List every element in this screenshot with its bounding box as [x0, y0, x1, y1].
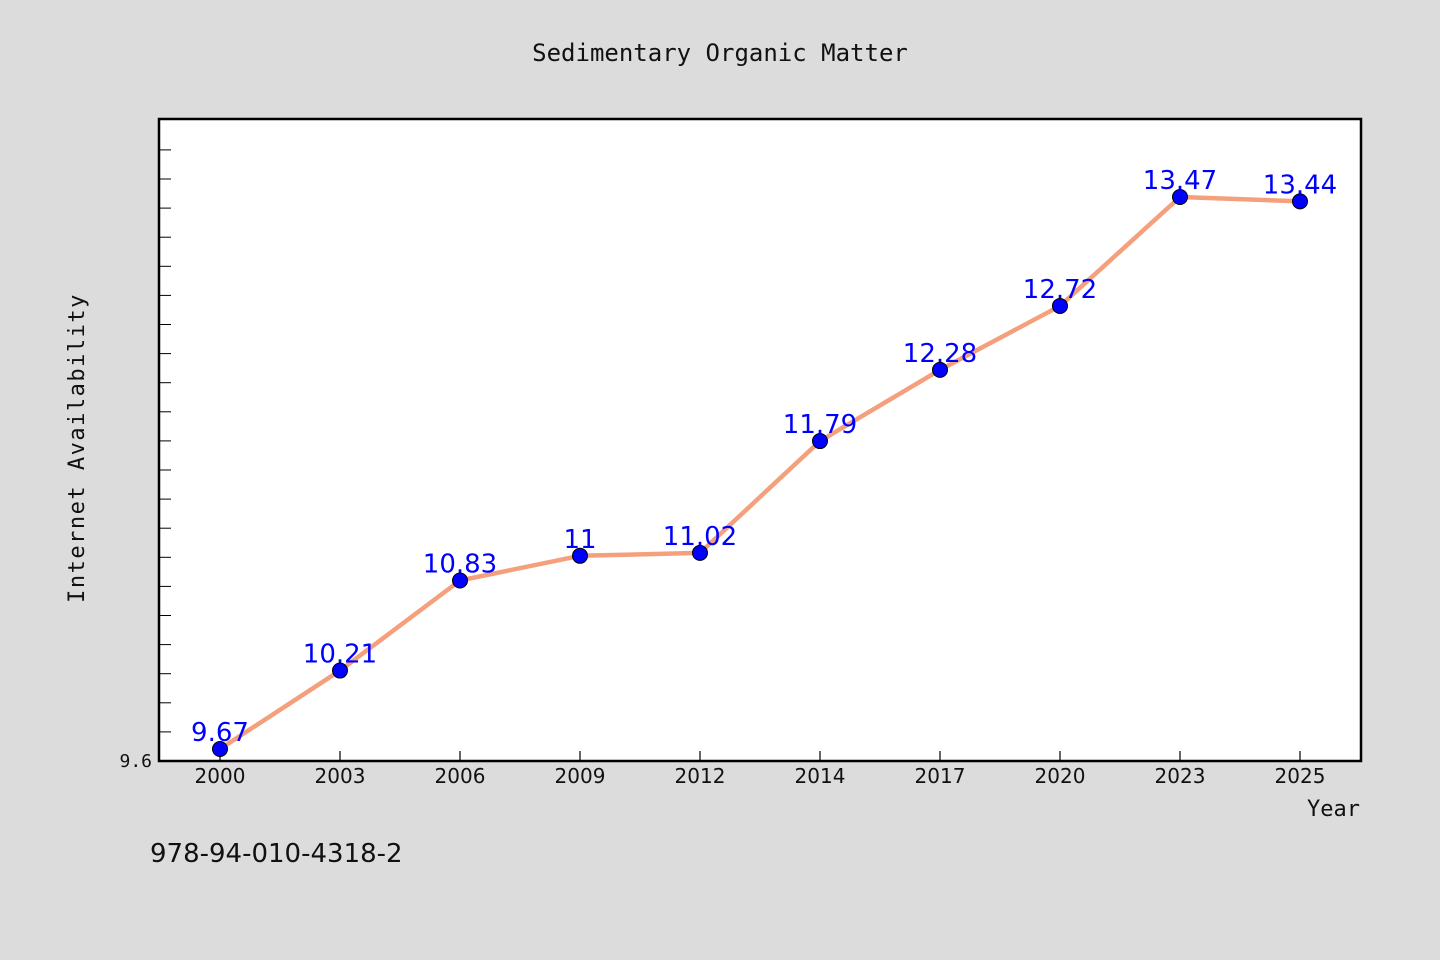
data-point-2012 [692, 544, 708, 561]
isbn-text: 978-94-010-4318-2 [150, 839, 403, 869]
data-label-2023: 13.47 [1143, 166, 1217, 196]
x-axis-label: Year [1307, 797, 1360, 822]
x-tick-label-2006: 2006 [435, 764, 486, 788]
data-label-2012: 11.02 [663, 522, 737, 552]
data-point-2000 [212, 741, 228, 757]
x-tick-label-2020: 2020 [1035, 764, 1086, 788]
data-label-2020: 12.72 [1023, 275, 1097, 305]
x-tick-label-2003: 2003 [315, 764, 366, 788]
data-point-2017 [932, 361, 948, 378]
data-label-2014: 11.79 [783, 410, 857, 440]
x-tick-labels: 2000 2003 2006 2009 2012 2014 2017 2020 2023 2025 [195, 764, 1326, 788]
data-label-2003: 10.21 [303, 640, 377, 670]
x-tick-label-2000: 2000 [195, 764, 246, 788]
data-point-2003 [332, 662, 348, 679]
series-line [217, 194, 1303, 752]
x-tick-label-2009: 2009 [555, 764, 606, 788]
data-point-2025 [1292, 193, 1308, 210]
data-labels: 9.67 10.21 10.83 11 11.02 11.79 12.28 12.72 13.4… [191, 166, 1337, 748]
data-point-2006 [452, 572, 468, 589]
x-tick-label-2012: 2012 [675, 764, 726, 788]
data-markers [212, 189, 1308, 757]
y-tick-label-9-6: 9.6 [119, 751, 152, 772]
chart-title: Sedimentary Organic Matter [532, 39, 908, 67]
x-tick-label-2025: 2025 [1275, 764, 1326, 788]
x-tick-label-2017: 2017 [915, 764, 966, 788]
data-point-2009 [572, 547, 588, 564]
data-label-2017: 12.28 [903, 339, 977, 369]
data-label-2009: 11 [563, 525, 596, 555]
data-point-2023 [1172, 189, 1188, 205]
x-tick-label-2023: 2023 [1155, 764, 1206, 788]
y-minor-ticks [159, 149, 171, 762]
data-label-2025: 13.44 [1263, 170, 1337, 200]
x-axis-ticks [219, 751, 1301, 761]
data-label-2006: 10.83 [423, 549, 497, 579]
data-point-2020 [1052, 297, 1068, 314]
x-tick-label-2014: 2014 [795, 764, 846, 788]
data-point-2014 [812, 433, 828, 450]
y-axis-label: Internet Availability [65, 293, 90, 603]
data-label-2000: 9.67 [191, 718, 249, 748]
